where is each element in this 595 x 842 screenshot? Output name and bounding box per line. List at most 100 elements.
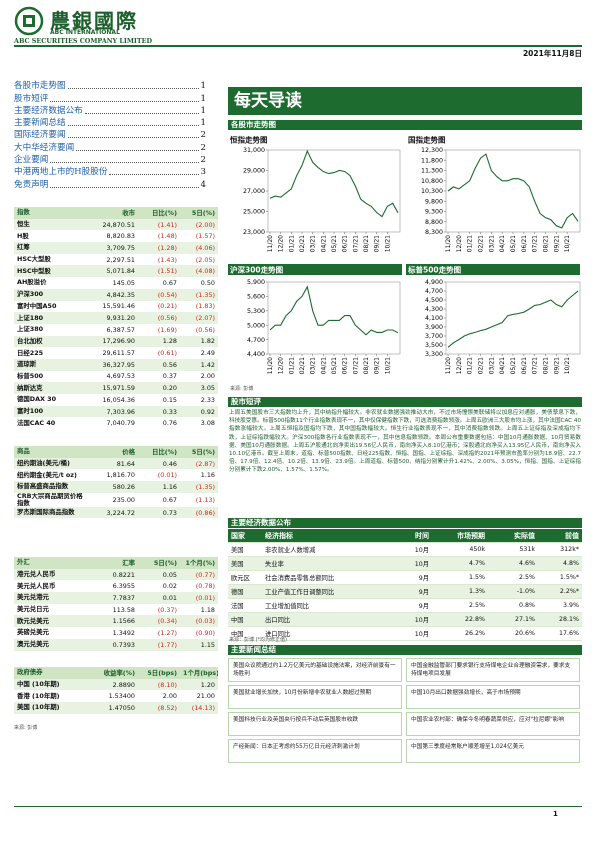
line-series <box>269 285 399 336</box>
news-item: 产经新闻：日本正考虑约55万亿日元经济刺激计划 <box>228 739 402 763</box>
row: 上证180 9,931.20 (0.56) (2.07) <box>14 312 218 324</box>
x-tick-label: 04/21 <box>499 235 506 252</box>
x-tick-label: 10/21 <box>384 357 391 374</box>
y-tick-label: 4,400 <box>247 351 265 358</box>
cell: 4.8% <box>538 556 582 571</box>
cell: 中国 <box>228 626 262 641</box>
cell: (8.52) <box>138 702 180 714</box>
cell: 2,297.51 <box>106 255 135 264</box>
chart-title: 标普500走势图 <box>407 265 462 275</box>
x-tick-label: 05/21 <box>331 357 338 374</box>
cell: 法国 <box>228 598 262 613</box>
cell: 纽约期金(美元/t oz) <box>17 470 77 479</box>
y-tick-label: 12,300 <box>421 147 443 154</box>
news-item: 中国农业农村部：确保今冬明春蔬菜供应，应对"拉尼娜"影响 <box>406 712 580 736</box>
cell: 标普高盛商品指数 <box>14 481 86 493</box>
cell: (4.08) <box>180 265 218 278</box>
cell: 20.6% <box>488 626 538 641</box>
cell: 15,591.46 <box>102 302 135 311</box>
cell: 美元兑日元 <box>17 605 49 614</box>
cell: 17,296.90 <box>86 335 138 348</box>
chart-title: 国指走势图 <box>408 135 446 145</box>
header-cell: 5日(%) <box>180 446 218 458</box>
cell: 1.3% <box>432 584 488 599</box>
y-tick-label: 9,300 <box>425 209 443 216</box>
section-heading: 主要新闻总结 <box>228 645 582 655</box>
row: 上证380 6,387.57 (1.69) (0.56) <box>14 324 218 336</box>
cell: 1.16 <box>138 481 180 493</box>
row: 纽约期金(美元/t oz) 1,816.70 (0.01) 1.16 <box>14 469 218 481</box>
cell: 28.1% <box>538 612 582 627</box>
news-item: 美国众议院通过约1.2万亿美元的基础设施法案，对经济前景有一场胜利 <box>228 658 402 682</box>
row: 美国 失业率 10月 4.7% 4.6% 4.8% <box>228 556 582 571</box>
header-cell: 商品 <box>14 446 86 458</box>
toc-leader <box>50 186 199 188</box>
footer-rule <box>14 806 582 807</box>
x-tick-label: 07/21 <box>352 357 359 374</box>
cell: 9月 <box>380 584 432 599</box>
cell: 社会消费品零售总额同比 <box>262 570 380 585</box>
x-tick-label: 11/20 <box>267 357 274 374</box>
cell: 1.15 <box>180 638 218 651</box>
cell: (0.77) <box>180 568 218 581</box>
report-date: 2021年11月8日 <box>522 49 582 58</box>
cell: (2.87) <box>180 457 218 470</box>
cell: 1.42 <box>180 358 218 371</box>
cell: 17.6% <box>538 626 582 641</box>
cell: 纽约期油(美元/桶) <box>14 457 86 470</box>
x-tick-label: 01/21 <box>288 235 295 252</box>
toc-leader <box>67 125 199 127</box>
cell: (2.00) <box>180 218 218 231</box>
chart-title: 恒指走势图 <box>230 135 268 145</box>
cell: 0.46 <box>138 457 180 470</box>
toc-leader <box>76 149 199 151</box>
x-tick-label: 08/21 <box>363 357 370 374</box>
charts: 恒指走势图 23,000 25,000 27,000 29,000 31,000 11/20… <box>228 135 581 392</box>
cell: 0.20 <box>138 382 180 394</box>
x-tick-label: 04/21 <box>320 357 327 374</box>
toc-item: 大中华经济要闻 2 <box>14 141 206 153</box>
cell: 26.2% <box>432 626 488 641</box>
y-tick-label: 8,800 <box>425 219 443 226</box>
econ-table: 国家 经济指标 时间 市场预期 实际值 前值 美国 非农就业人数增减 10月 450k 531k 31… <box>228 529 582 641</box>
cell: (4.06) <box>180 242 218 254</box>
toc-item: 企业要闻 2 <box>14 154 206 166</box>
cell: 27.1% <box>488 612 538 627</box>
x-tick-label: 11/20 <box>267 235 274 252</box>
x-tick-label: 06/21 <box>342 357 349 374</box>
cell: 0.50 <box>200 278 215 287</box>
toc-page: 1 <box>200 105 206 116</box>
x-tick-label: 04/21 <box>499 357 506 374</box>
line-series <box>269 149 399 218</box>
cell: 4.7% <box>432 556 488 571</box>
header-cell: 实际值 <box>488 529 538 543</box>
toc-leader <box>84 112 199 114</box>
row: H股 8,820.83 (1.48) (1.57) <box>14 230 218 242</box>
y-tick-label: 25,000 <box>243 209 265 216</box>
cell: 2.2%* <box>538 584 582 599</box>
cell: 2.5% <box>488 570 538 585</box>
x-tick-label: 11/20 <box>445 235 452 252</box>
cell: 1.3492 <box>112 628 135 637</box>
cell: (0.54) <box>138 288 180 301</box>
bond-table: 政府债券 收益率(%) 5日(bps) 1个月(bps) 中国 (10年期) 2.8890… <box>14 667 218 714</box>
cell: 16,054.36 <box>102 395 135 404</box>
header-cell: 日比(%) <box>138 207 180 219</box>
header-cell: 国家 <box>228 529 262 543</box>
header-row: 指数 收市 日比(%) 5日(%) <box>14 207 218 219</box>
x-tick-label: 12/20 <box>456 357 463 374</box>
x-tick-label: 10/21 <box>564 357 571 374</box>
plot-frame <box>445 149 581 233</box>
news-item: 中国金融监管部门要求银行支持煤电企业合理融资需求，要求支持煤电项目发展 <box>406 658 580 682</box>
x-tick-label: 10/21 <box>384 235 391 252</box>
toc-page: 1 <box>200 93 206 104</box>
x-tick-label: 09/21 <box>374 235 381 252</box>
toc-leader <box>50 100 199 102</box>
x-tick-label: 11/20 <box>445 357 452 374</box>
cell: (0.03) <box>180 615 218 628</box>
cell: 1.20 <box>180 678 218 691</box>
news-list: 美国众议院通过约1.2万亿美元的基础设施法案，对经济前景有一场胜利 美国就业增长加… <box>228 658 582 768</box>
x-tick-label: 06/21 <box>521 235 528 252</box>
toc-item: 股市短评 1 <box>14 92 206 104</box>
toc-title: 各股市走势图 <box>14 81 66 92</box>
